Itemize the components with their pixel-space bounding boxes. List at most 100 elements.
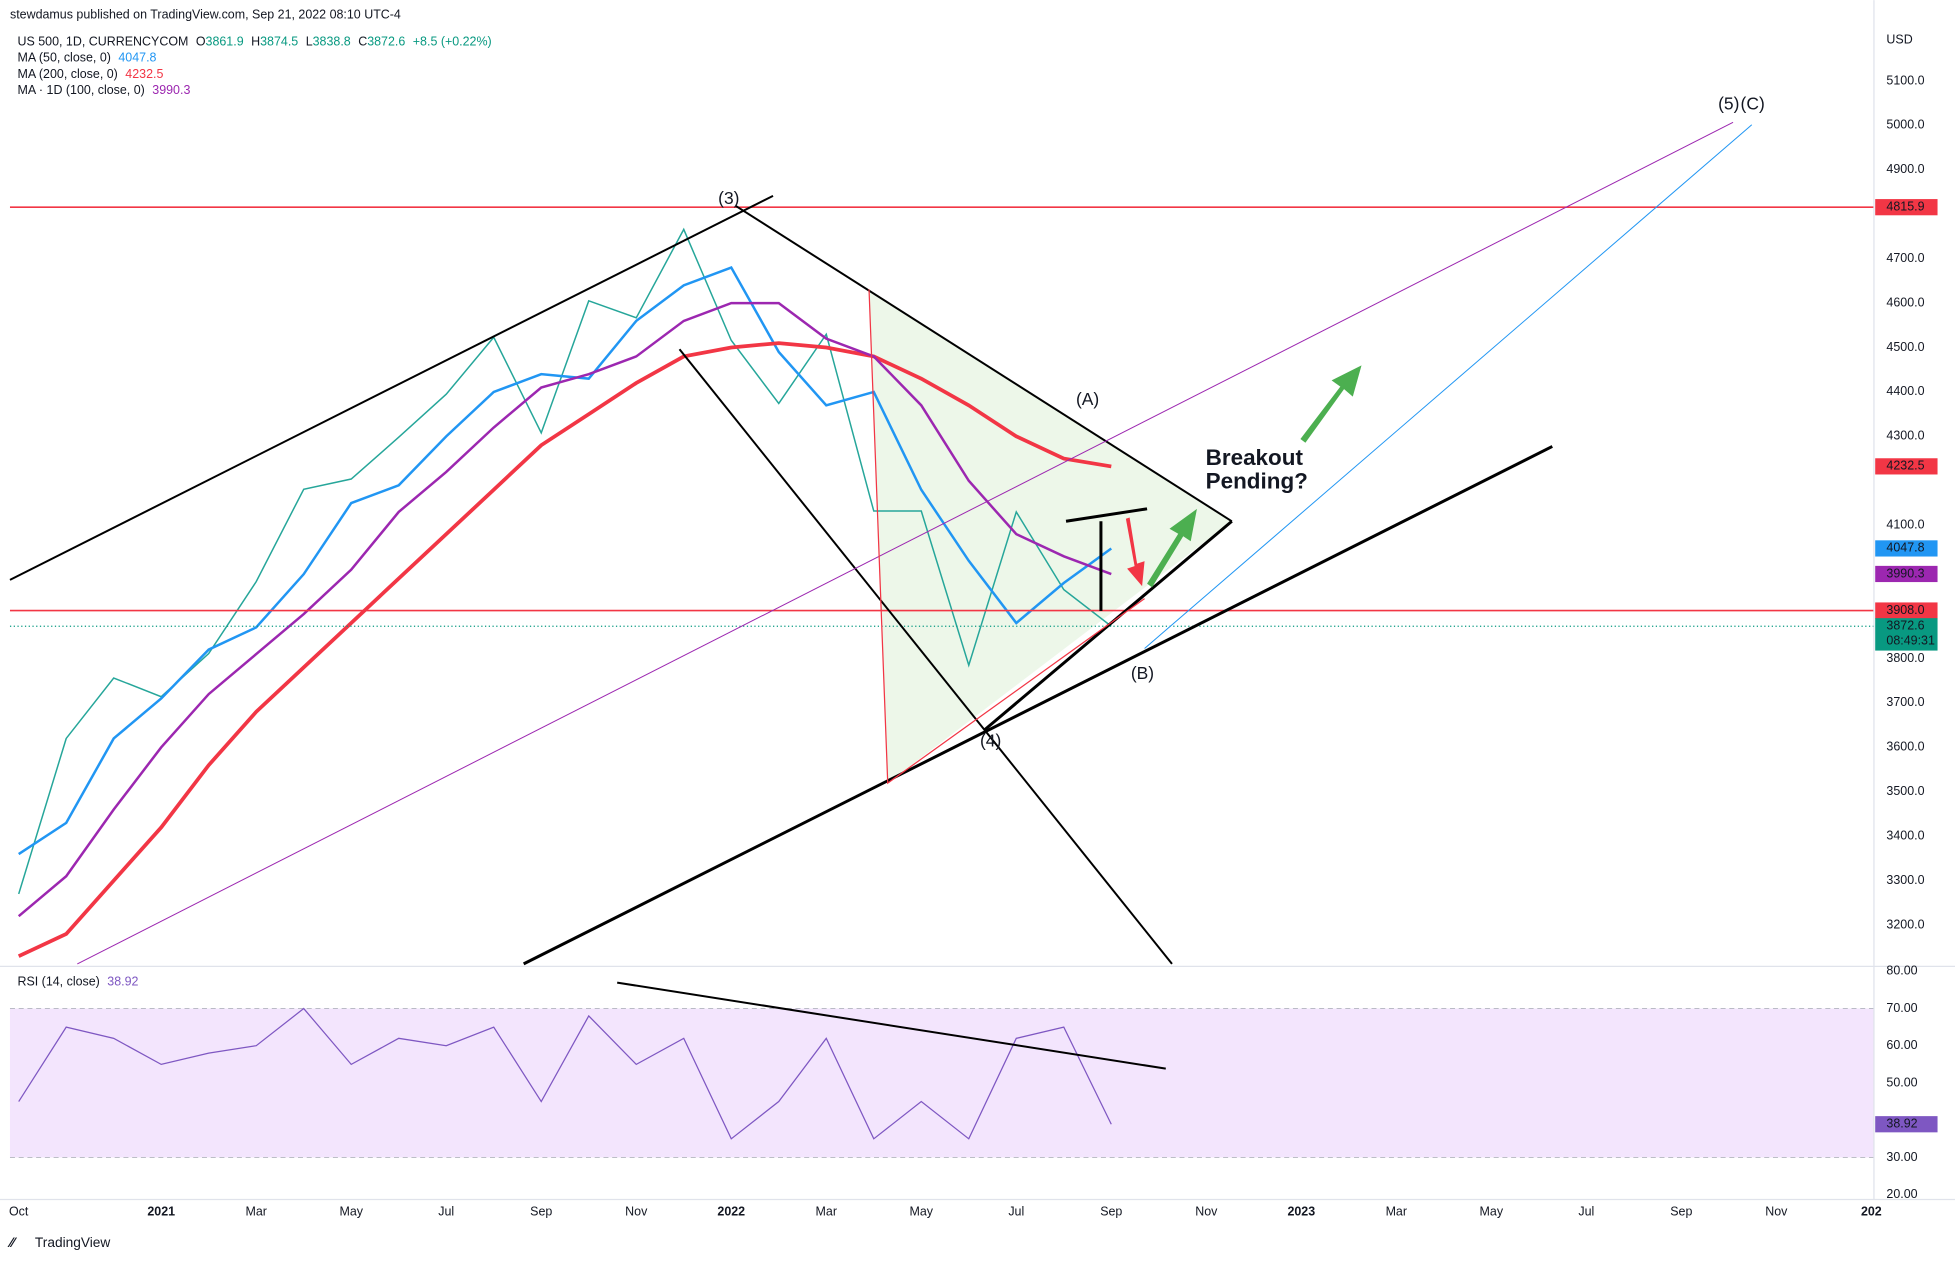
x-tick-label: Jul — [1008, 1204, 1024, 1218]
y-tick-label: 3600.0 — [1886, 740, 1924, 754]
channel-line — [77, 121, 1734, 965]
series-line — [17, 341, 1112, 958]
series-line — [17, 301, 1112, 918]
y-tick-label: 4700.0 — [1886, 251, 1924, 265]
wave-label: (3) — [718, 188, 739, 208]
x-tick-label: Mar — [1386, 1204, 1407, 1218]
ohlc-value: 3874.5 — [260, 35, 298, 49]
arrow-up — [1147, 508, 1197, 588]
y-tick-label: 30.00 — [1886, 1150, 1917, 1164]
symbol: US 500, 1D, CURRENCYCOM — [17, 35, 188, 49]
x-tick-label: Mar — [816, 1204, 837, 1218]
series-badge — [1875, 565, 1938, 583]
ohlc-value: 3838.8 — [313, 35, 351, 49]
series-badge-label: 3990.3 — [1886, 566, 1924, 580]
trendline — [1065, 507, 1148, 523]
y-tick-label: 70.00 — [1886, 1001, 1917, 1015]
x-tick-label: Sep — [1100, 1204, 1122, 1218]
series-badge-label: 4047.8 — [1886, 541, 1924, 555]
legend: US 500, 1D, CURRENCYCOM O3861.9 H3874.5 L38… — [17, 35, 491, 989]
trendline — [9, 194, 774, 581]
y-tick-label: 3500.0 — [1886, 784, 1924, 798]
wave-label: (B) — [1131, 663, 1154, 683]
trendline — [678, 348, 1173, 965]
x-tick-label: Nov — [1765, 1204, 1788, 1218]
series-badge-label: 38.92 — [1886, 1117, 1917, 1131]
last-price-badge-countdown: 08:49:31 — [1886, 634, 1935, 648]
legend-name: MA (200, close, 0) — [17, 67, 117, 81]
y-tick-label: 3700.0 — [1886, 695, 1924, 709]
currency: USD — [1886, 32, 1912, 46]
x-tick-label: May — [339, 1204, 363, 1218]
ohlc-key: C — [358, 35, 367, 49]
channel-line — [1144, 124, 1753, 649]
triangle-zone — [869, 289, 1232, 784]
legend-name: MA · 1D (100, close, 0) — [17, 83, 144, 97]
wave-label: (C) — [1741, 93, 1765, 113]
legend-entry: RSI (14, close) 38.92 — [17, 975, 138, 989]
trendline — [735, 204, 1233, 523]
y-tick-label: 50.00 — [1886, 1075, 1917, 1089]
y-tick-label: 3300.0 — [1886, 873, 1924, 887]
ohlc-value: 3872.6 — [367, 35, 405, 49]
arrow-down — [1125, 517, 1145, 587]
trendlines — [9, 194, 1553, 1070]
x-tick-label: 2022 — [717, 1204, 745, 1218]
x-tick-label: Jul — [1578, 1204, 1594, 1218]
trendline — [522, 445, 1553, 966]
change: +8.5 (+0.22%) — [413, 35, 492, 49]
y-tick-label: 4100.0 — [1886, 518, 1924, 532]
series-line — [18, 1007, 1112, 1140]
trendline — [984, 520, 1233, 731]
series-badge — [1875, 540, 1938, 557]
legend-value: 4232.5 — [125, 67, 163, 81]
y-tick-label: 4300.0 — [1886, 429, 1924, 443]
triangle-outline — [868, 289, 1145, 785]
level-badge — [1875, 602, 1938, 619]
legend-name: MA (50, close, 0) — [17, 51, 110, 65]
level-badge-label: 4815.9 — [1886, 199, 1924, 213]
series-line — [18, 266, 1113, 856]
footer-icon: ⁄⁄ — [7, 1235, 17, 1250]
y-tick-label: 60.00 — [1886, 1038, 1917, 1052]
y-tick-label: 4600.0 — [1886, 295, 1924, 309]
y-tick-label: 4900.0 — [1886, 162, 1924, 176]
legend-value: 3990.3 — [152, 83, 190, 97]
y-tick-label: 5000.0 — [1886, 118, 1924, 132]
legend-value: 4047.8 — [118, 51, 156, 65]
x-tick-label: May — [910, 1204, 934, 1218]
x-tick-label: 2021 — [147, 1204, 175, 1218]
y-tick-label: 80.00 — [1886, 964, 1917, 978]
series-line — [17, 227, 1112, 895]
x-tick-label: Sep — [530, 1204, 552, 1218]
y-tick-label: 3400.0 — [1886, 829, 1924, 843]
y-tick-label: 4400.0 — [1886, 384, 1924, 398]
x-tick-label: Nov — [1195, 1204, 1218, 1218]
rsi-band — [9, 1008, 1874, 1158]
level-badge-label: 3908.0 — [1886, 603, 1924, 617]
last-price-badge-label: 3872.6 — [1886, 619, 1924, 633]
plot — [9, 206, 1874, 1140]
annotation: Breakout — [1206, 445, 1304, 470]
ohlc-key: L — [306, 35, 313, 49]
footer-logo: TradingView — [35, 1235, 111, 1250]
legend-entry: MA · 1D (100, close, 0) 3990.3 — [17, 83, 190, 97]
x-tick-label: Jul — [438, 1204, 454, 1218]
publisher: stewdamus published on TradingView.com, … — [10, 7, 401, 21]
series-badge-label: 4232.5 — [1886, 459, 1924, 473]
y-tick-label: 3800.0 — [1886, 651, 1924, 665]
x-tick-label: Mar — [245, 1204, 266, 1218]
last-price-badge — [1875, 618, 1938, 651]
y-tick-label: 20.00 — [1886, 1187, 1917, 1201]
rsi-trendline — [617, 981, 1166, 1070]
ohlc-value: 3861.9 — [206, 35, 244, 49]
legend-symbol: US 500, 1D, CURRENCYCOM O3861.9 H3874.5 L38… — [17, 35, 491, 49]
wave-label: (5) — [1718, 93, 1739, 113]
legend-value: 38.92 — [107, 975, 138, 989]
x-tick-label: May — [1480, 1204, 1504, 1218]
x-tick-label: 202 — [1861, 1204, 1882, 1218]
wave-label: (A) — [1076, 389, 1099, 409]
wave-label: (4) — [980, 731, 1001, 751]
x-tick-label: 2023 — [1287, 1204, 1315, 1218]
